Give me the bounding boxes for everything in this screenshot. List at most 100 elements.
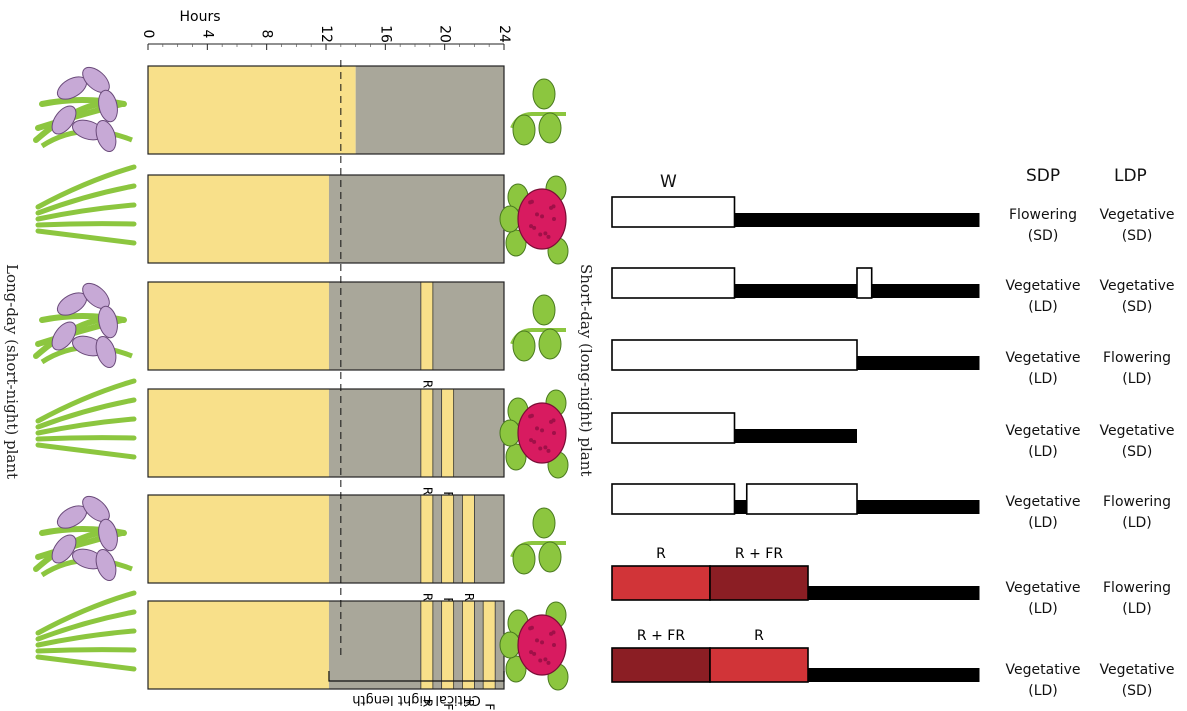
ldp-result: Vegetative (SD) [1092, 276, 1182, 318]
sdp-result: Vegetative (LD) [998, 660, 1088, 702]
light-period-bar [148, 175, 329, 263]
axis-tick-label: 16 [377, 25, 393, 43]
light-period-bar [148, 601, 329, 689]
ldp-result: Flowering (LD) [1092, 492, 1182, 534]
night-bar-row: RFR [147, 388, 505, 507]
ldp-outcome: Flowering [1103, 580, 1171, 596]
light-pulse [441, 494, 455, 584]
ldp-condition: (SD) [1121, 683, 1153, 699]
sdp-outcome: Vegetative [1005, 494, 1081, 510]
ldp-header: LDP [1114, 166, 1147, 186]
sdp-condition: (LD) [1028, 601, 1058, 617]
sdp-result: Vegetative (LD) [998, 276, 1088, 318]
dark-period-bar [355, 66, 504, 154]
ldp-result: Vegetative (SD) [1092, 205, 1182, 247]
light-period-bar [148, 389, 329, 477]
axis-title: Hours [179, 9, 220, 25]
pulse-label: R [462, 593, 476, 601]
ldp-outcome: Vegetative [1099, 423, 1175, 439]
sdp-outcome: Vegetative [1005, 662, 1081, 678]
light-period-bar [148, 495, 329, 583]
sdp-condition: (LD) [1028, 683, 1058, 699]
sdp-condition: (LD) [1028, 444, 1058, 460]
ldp-outcome: Vegetative [1099, 662, 1175, 678]
sdp-result: Vegetative (LD) [998, 578, 1088, 620]
light-pulse [420, 494, 434, 584]
sdp-result: Flowering (SD) [998, 205, 1088, 247]
w-label: W [660, 172, 677, 192]
ldp-result: Vegetative (SD) [1092, 421, 1182, 463]
sdp-outcome: Flowering [1009, 207, 1077, 223]
ldp-condition: (SD) [1121, 444, 1153, 460]
ldp-condition: (LD) [1122, 601, 1152, 617]
sdp-condition: (LD) [1028, 299, 1058, 315]
ldp-outcome: Flowering [1103, 494, 1171, 510]
ldp-outcome: Vegetative [1099, 207, 1175, 223]
sdp-result: Vegetative (LD) [998, 492, 1088, 534]
bar-outline [147, 494, 505, 584]
pulse-label: R [462, 699, 476, 707]
critical-night-label: Critical night length [352, 692, 481, 707]
short-day-plant-label: Short-day (long-night) plant [577, 264, 595, 477]
iris-flower-icon [33, 495, 133, 581]
pulse-label: FR [483, 703, 497, 711]
sdp-result: Vegetative (LD) [998, 421, 1088, 463]
ldp-condition: (SD) [1121, 299, 1153, 315]
sdp-condition: (LD) [1028, 515, 1058, 531]
axis-tick-label: 24 [496, 25, 512, 43]
pulse-label: FR [441, 703, 455, 711]
axis-tick-label: 4 [199, 30, 215, 39]
ldp-outcome: Vegetative [1099, 278, 1175, 294]
iris-flower-icon [33, 66, 133, 152]
grass-vegetative-icon [35, 164, 137, 246]
leafy-stem-icon [510, 78, 566, 146]
iris-flower-icon [33, 282, 133, 368]
pulse-label: R [420, 487, 434, 495]
sdp-header: SDP [1026, 166, 1061, 186]
dark-period-bar [328, 389, 504, 477]
night-bar-row [147, 174, 505, 264]
light-pulse [461, 600, 475, 690]
night-bar-row: R [147, 281, 505, 388]
light-period-bar [148, 66, 356, 154]
night-bar-row: R FR R FR [147, 600, 505, 711]
axis-tick-label: 8 [259, 30, 275, 39]
pulse-label: R [420, 593, 434, 601]
ldp-result: Flowering (LD) [1092, 578, 1182, 620]
ldp-condition: (SD) [1121, 228, 1153, 244]
bar-outline [147, 65, 505, 155]
sdp-condition: (LD) [1028, 371, 1058, 387]
dark-period-bar [328, 601, 504, 689]
magenta-flower-icon [499, 389, 569, 479]
light-pulse [420, 388, 434, 478]
ldp-condition: (LD) [1122, 515, 1152, 531]
light-pulse [441, 600, 455, 690]
magenta-flower-icon [499, 175, 569, 265]
grass-vegetative-icon [35, 378, 137, 460]
light-pulse [441, 388, 455, 478]
axis-tick-label: 12 [318, 25, 334, 43]
sdp-condition: (SD) [1027, 228, 1059, 244]
dark-period-bar [328, 282, 504, 370]
sdp-outcome: Vegetative [1005, 423, 1081, 439]
sdp-result: Vegetative (LD) [998, 348, 1088, 390]
light-period-bar [148, 282, 329, 370]
ldp-outcome: Flowering [1103, 350, 1171, 366]
night-bar-row [147, 65, 505, 155]
sdp-outcome: Vegetative [1005, 350, 1081, 366]
ldp-result: Vegetative (SD) [1092, 660, 1182, 702]
long-day-plant-label: Long-day (short-night) plant [3, 264, 21, 480]
sdp-outcome: Vegetative [1005, 278, 1081, 294]
magenta-flower-icon [499, 601, 569, 691]
bar-outline [147, 281, 505, 371]
ldp-result: Flowering (LD) [1092, 348, 1182, 390]
axis-tick-label: 0 [140, 30, 156, 39]
ldp-condition: (LD) [1122, 371, 1152, 387]
critical-night-bracket [328, 671, 505, 682]
grass-vegetative-icon [35, 590, 137, 672]
dark-period-bar [328, 175, 504, 263]
pulse-label: R [420, 699, 434, 707]
